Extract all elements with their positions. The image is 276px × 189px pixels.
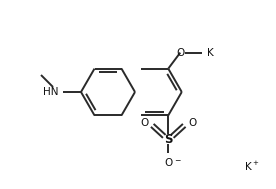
Text: O: O (164, 158, 172, 168)
Text: HN: HN (44, 87, 59, 97)
Text: K: K (245, 162, 252, 172)
Text: K: K (207, 48, 214, 58)
Text: −: − (174, 156, 181, 165)
Text: +: + (252, 160, 258, 166)
Text: S: S (164, 133, 172, 146)
Text: O: O (176, 48, 184, 58)
Text: O: O (140, 118, 148, 128)
Text: O: O (188, 118, 197, 128)
